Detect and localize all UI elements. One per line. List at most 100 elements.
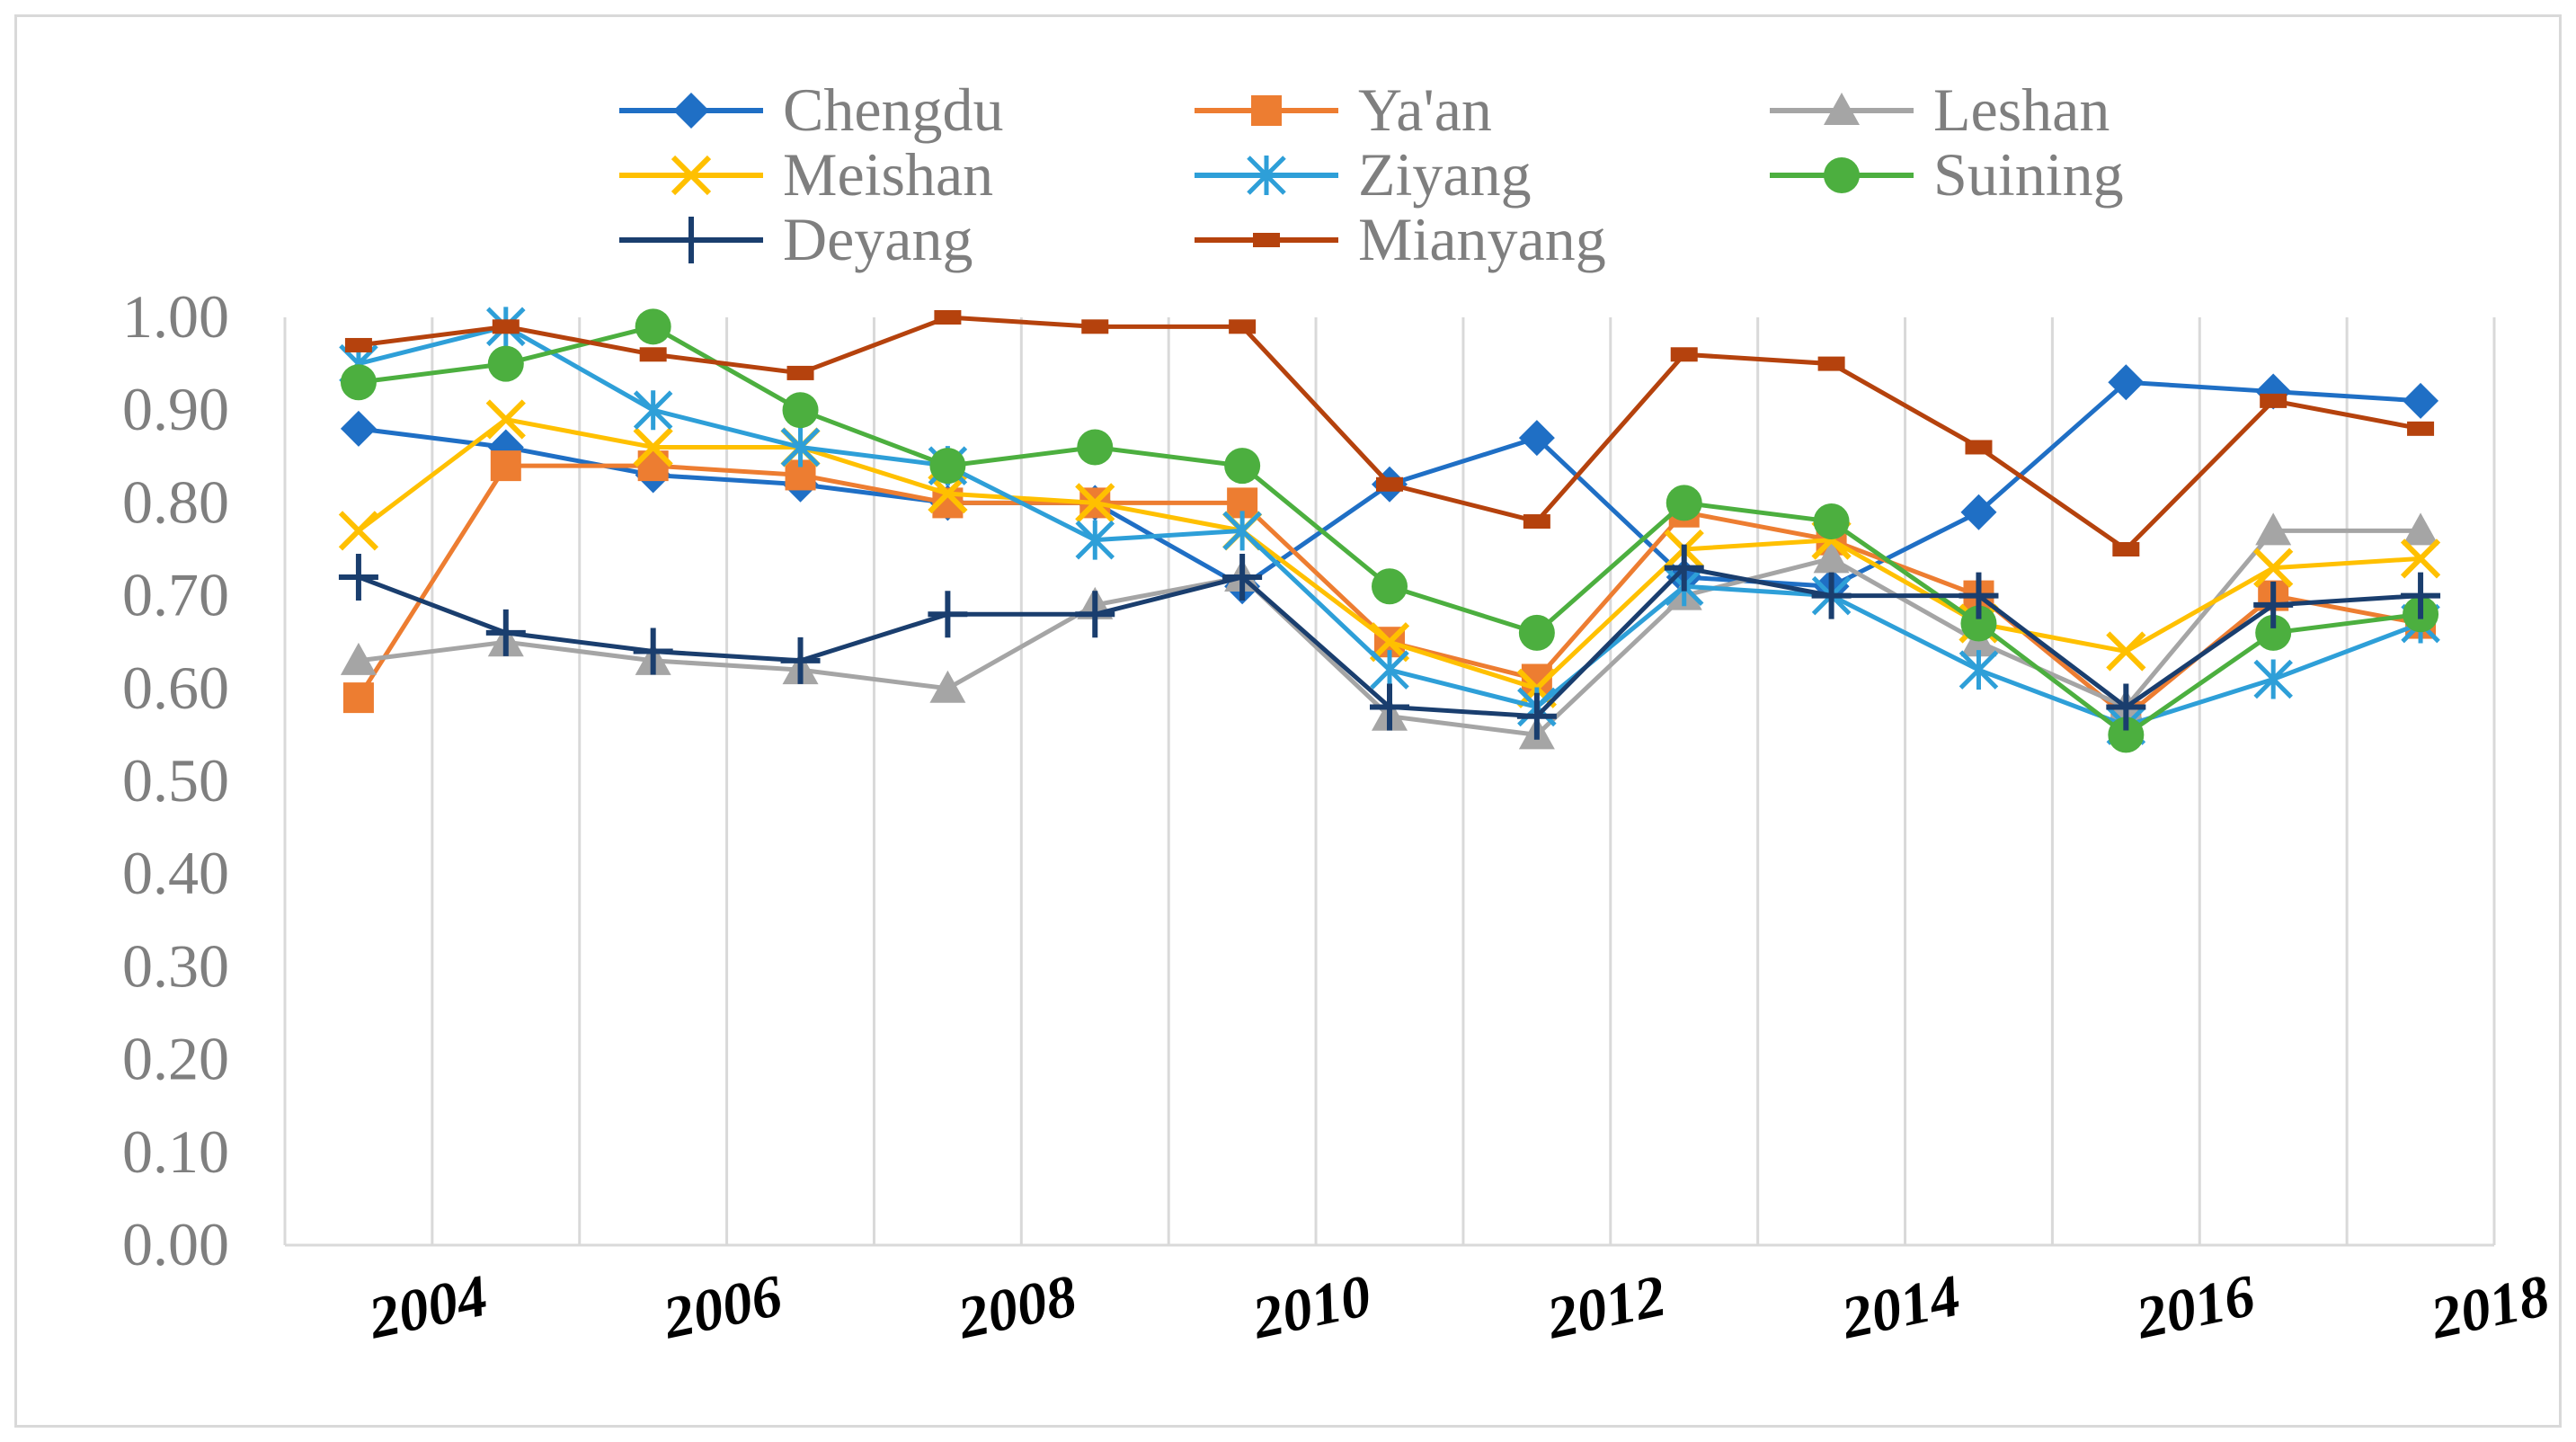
y-tick-label: 1.00 [122,282,229,351]
legend-item: Meishan [619,140,993,209]
data-point [1965,440,1993,455]
data-point [780,636,821,684]
data-point [1081,319,1109,334]
data-point [1518,614,1555,651]
data-point [1813,503,1850,540]
data-point [2253,659,2293,699]
x-tick-label: 2004 [362,1263,493,1352]
data-point [929,670,966,703]
data-point [338,511,379,551]
x-tick-label: 2012 [1541,1263,1671,1352]
data-point [340,410,377,447]
x-tick-label: 2008 [952,1263,1082,1352]
data-point [1376,476,1403,492]
data-point [1229,319,1257,334]
legend-item: Leshan [1770,76,2110,144]
data-point [928,591,968,638]
data-point [1075,483,1115,523]
data-point [2112,542,2140,556]
y-tick-label: 0.80 [122,467,229,536]
legend-label: Leshan [1933,76,2110,144]
legend-item: Mianyang [1195,205,1606,273]
axis-layer: 0.00 0.10 0.20 0.30 0.40 0.50 0.60 0.70 0.80 0.90… [122,282,2555,1352]
data-point [1959,650,1999,690]
legend-marker [1247,156,1286,195]
legend-marker [1253,233,1280,247]
y-tick-label: 0.20 [122,1025,229,1093]
data-point [338,553,378,601]
series-suining [340,308,2439,753]
data-point [485,609,526,656]
data-point [633,427,673,467]
data-point [344,337,372,352]
data-point [639,347,667,362]
data-point [1518,420,1555,457]
legend-label: Suining [1933,140,2124,209]
y-tick-label: 0.90 [122,375,229,443]
data-point [2253,581,2294,628]
data-point [1670,347,1698,362]
data-point [2108,364,2145,401]
data-point [2401,572,2441,619]
x-tick-label: 2018 [2424,1263,2554,1352]
x-tick-label: 2006 [657,1263,787,1352]
series-mianyang [344,310,2435,556]
data-point [1817,356,1845,371]
data-point [1664,544,1704,592]
legend-label: Ya'an [1358,76,1492,144]
data-point [485,399,526,440]
data-point [1960,605,1997,642]
data-point [2106,631,2146,672]
data-point [1372,568,1408,605]
data-point [633,390,673,431]
data-point [1077,429,1114,466]
data-point [2108,717,2145,753]
data-point [2407,421,2435,436]
data-point [1370,683,1409,731]
data-point [1222,553,1263,601]
data-point [2255,614,2292,651]
y-tick-label: 0.30 [122,931,229,1000]
data-point [1811,572,1852,619]
data-point [490,450,521,482]
data-point [934,310,962,325]
legend-item: Deyang [619,205,973,273]
data-point [633,628,673,675]
line-chart: 0.00 0.10 0.20 0.30 0.40 0.50 0.60 0.70 0.80 0.90… [122,76,2555,1352]
legend-label: Ziyang [1358,140,1532,209]
y-tick-label: 0.70 [122,561,229,629]
x-tick-label: 2010 [1246,1263,1376,1352]
y-tick-label: 0.50 [122,746,229,814]
series-layer [338,307,2441,753]
legend-marker [671,155,712,196]
data-point [492,319,520,334]
data-point [929,448,966,485]
data-point [928,473,968,514]
data-point [1075,520,1115,560]
data-point [1523,514,1550,530]
series-deyang [338,544,2441,740]
x-tick-label: 2014 [1835,1263,1966,1352]
legend: Chengdu Ya'an Leshan Meishan Ziyang Suining De… [619,76,2124,273]
legend-label: Chengdu [783,76,1004,144]
data-point [340,642,377,675]
data-point [1666,485,1702,521]
data-point [342,682,374,714]
data-point [2260,393,2287,408]
data-point [1959,572,1999,619]
grid-layer [283,317,2496,1245]
data-point [2106,683,2146,731]
data-point [2255,512,2292,546]
data-point [1370,650,1409,690]
data-point [1075,591,1115,638]
data-point [1222,511,1262,551]
y-tick-label: 0.60 [122,654,229,722]
legend-marker [1824,93,1860,125]
legend-marker [671,217,711,263]
y-tick-label: 0.40 [122,839,229,907]
legend-item: Suining [1770,140,2124,209]
data-point [2400,539,2441,579]
legend-marker [673,93,709,129]
data-point [786,365,814,380]
legend-item: Chengdu [619,76,1004,144]
